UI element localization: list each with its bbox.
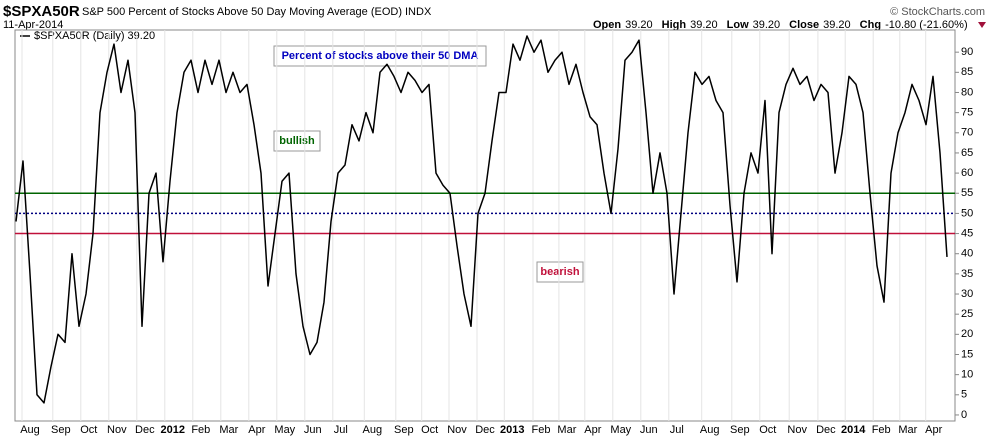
- data-line: [15, 35, 948, 404]
- quote-value: 39.20: [625, 19, 653, 31]
- x-tick-label: Nov: [787, 424, 807, 436]
- x-tick-label: Jul: [334, 424, 348, 436]
- x-tick-label: Feb: [532, 424, 551, 436]
- legend-entry: $SPXA50R (Daily) 39.20: [34, 30, 155, 42]
- y-tick-label: 65: [961, 147, 973, 159]
- quote-label: Open: [593, 19, 621, 31]
- y-tick-label: 25: [961, 308, 973, 320]
- x-tick-label: Aug: [20, 424, 40, 436]
- y-tick-label: 55: [961, 187, 973, 199]
- y-tick-label: 45: [961, 227, 973, 239]
- y-tick-label: 35: [961, 268, 973, 280]
- x-tick-label: Jul: [670, 424, 684, 436]
- x-tick-label: Feb: [191, 424, 210, 436]
- quote: Open 39.20 High 39.20 Low 39.20 Close 39.20 Chg -…: [593, 19, 968, 31]
- x-tick-label: 2013: [500, 424, 524, 436]
- x-tick-label: 2012: [161, 424, 185, 436]
- y-tick-label: 80: [961, 86, 973, 98]
- x-tick-label: Nov: [447, 424, 467, 436]
- x-tick-label: Dec: [475, 424, 495, 436]
- x-tick-label: Sep: [394, 424, 414, 436]
- quote-label: Low: [727, 19, 749, 31]
- plot-frame: [14, 29, 956, 422]
- y-tick-label: 70: [961, 127, 973, 139]
- x-tick-label: May: [610, 424, 631, 436]
- y-tick-label: 0: [961, 409, 967, 421]
- x-tick-label: Apr: [584, 424, 601, 436]
- annotation: Percent of stocks above their 50 DMA: [282, 50, 479, 62]
- x-tick-label: Oct: [80, 424, 97, 436]
- quote-value: 39.20: [823, 19, 851, 31]
- credit: © StockCharts.com: [890, 6, 985, 18]
- x-tick-label: Apr: [925, 424, 942, 436]
- x-tick-label: Nov: [107, 424, 127, 436]
- quote-value: 39.20: [753, 19, 781, 31]
- x-tick-label: Oct: [759, 424, 776, 436]
- x-tick-label: Mar: [219, 424, 238, 436]
- date: 11-Apr-2014: [3, 19, 63, 31]
- y-tick-label: 85: [961, 66, 973, 78]
- x-tick-label: Oct: [421, 424, 438, 436]
- x-tick-label: 2014: [841, 424, 866, 436]
- quote-label: High: [662, 19, 687, 31]
- x-tick-label: Sep: [730, 424, 750, 436]
- x-tick-label: Apr: [248, 424, 265, 436]
- y-tick-label: 60: [961, 167, 973, 179]
- x-tick-label: Dec: [135, 424, 155, 436]
- annotation: bullish: [279, 135, 315, 147]
- quote-value: 39.20: [690, 19, 718, 31]
- y-tick-label: 40: [961, 248, 973, 260]
- y-tick-label: 30: [961, 288, 973, 300]
- exchange: INDX: [405, 6, 432, 18]
- chart-title: S&P 500 Percent of Stocks Above 50 Day M…: [82, 6, 402, 18]
- annotation: bearish: [540, 266, 579, 278]
- y-tick-label: 20: [961, 328, 973, 340]
- x-tick-label: Dec: [816, 424, 836, 436]
- y-tick-label: 5: [961, 389, 967, 401]
- y-tick-label: 10: [961, 369, 973, 381]
- down-arrow: [978, 22, 986, 28]
- y-tick-label: 50: [961, 207, 973, 219]
- x-tick-label: Sep: [51, 424, 71, 436]
- y-tick-label: 75: [961, 107, 973, 119]
- quote-label: Close: [789, 19, 819, 31]
- x-tick-label: Aug: [700, 424, 720, 436]
- annotation-box: bearish: [536, 261, 584, 283]
- annotation-box: Percent of stocks above their 50 DMA: [273, 45, 487, 67]
- y-tick-label: 15: [961, 348, 973, 360]
- y-tick-label: 90: [961, 46, 973, 58]
- quote-label: Chg: [860, 19, 881, 31]
- x-tick-label: Jun: [640, 424, 658, 436]
- annotation-box: bullish: [273, 130, 321, 152]
- x-tick-label: May: [274, 424, 295, 436]
- quote-value: -10.80 (-21.60%): [885, 19, 968, 31]
- symbol: $SPXA50R: [3, 3, 80, 20]
- x-tick-label: Jun: [304, 424, 322, 436]
- x-tick-label: Mar: [898, 424, 917, 436]
- x-tick-label: Mar: [557, 424, 576, 436]
- x-tick-label: Feb: [872, 424, 891, 436]
- x-tick-label: Aug: [363, 424, 383, 436]
